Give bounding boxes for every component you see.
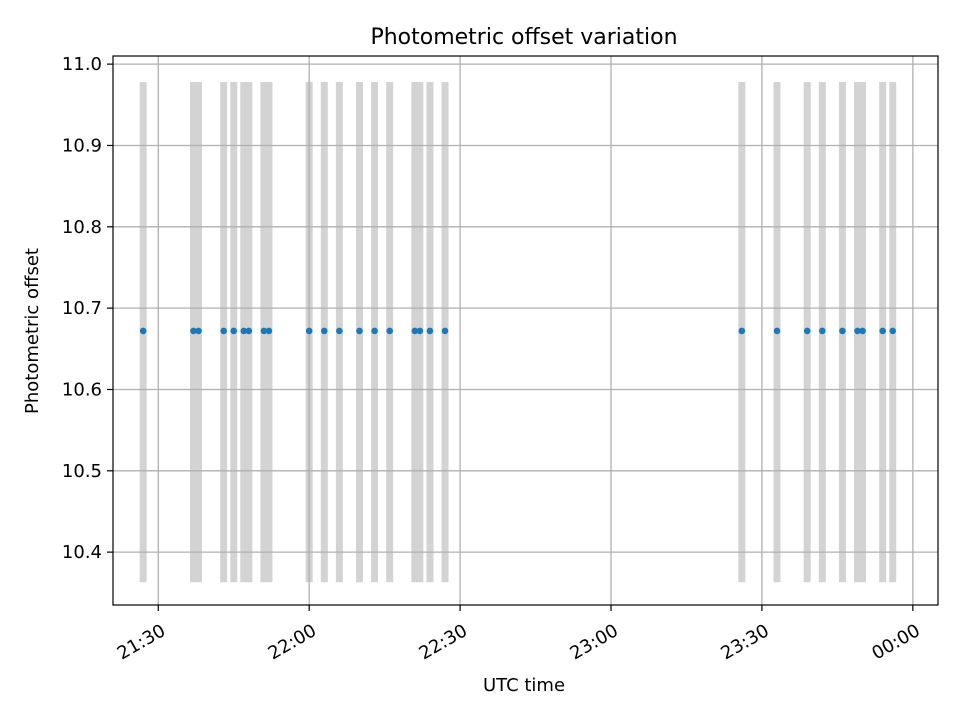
y-tick-label: 10.6 [62,379,102,400]
data-point [230,327,238,335]
data-point [139,327,147,335]
data-point [371,327,378,335]
data-point [839,327,846,335]
data-point [738,327,746,335]
data-point [441,327,449,335]
data-point [190,327,197,335]
y-tick-label: 10.5 [62,461,102,482]
data-point [386,327,393,335]
data-point [854,327,861,335]
y-tick-label: 10.4 [62,542,102,563]
data-point [773,327,781,335]
data-point [260,327,268,335]
data-point [320,327,328,335]
data-point [426,327,434,335]
data-point [416,327,424,335]
data-point [305,327,313,335]
points-layer [139,327,897,335]
data-point [245,327,253,335]
data-point [818,327,826,335]
plot-frame [112,55,939,606]
y-tick-label: 10.7 [62,298,102,319]
data-point [336,327,343,335]
x-axis-label: UTC time [483,675,565,696]
data-point [220,327,227,335]
y-tick-label: 10.9 [62,135,102,156]
y-axis-label: Photometric offset [22,248,43,414]
data-point [859,327,866,335]
data-point [411,327,419,335]
data-point [879,327,886,335]
y-tick-label: 11.0 [62,54,102,75]
chart-title: Photometric offset variation [370,25,677,50]
y-tick-label: 10.8 [62,217,102,238]
data-point [889,327,897,335]
data-point [195,327,202,335]
data-point [356,327,363,335]
data-point [265,327,273,335]
data-point [803,327,811,335]
data-point [240,327,248,335]
